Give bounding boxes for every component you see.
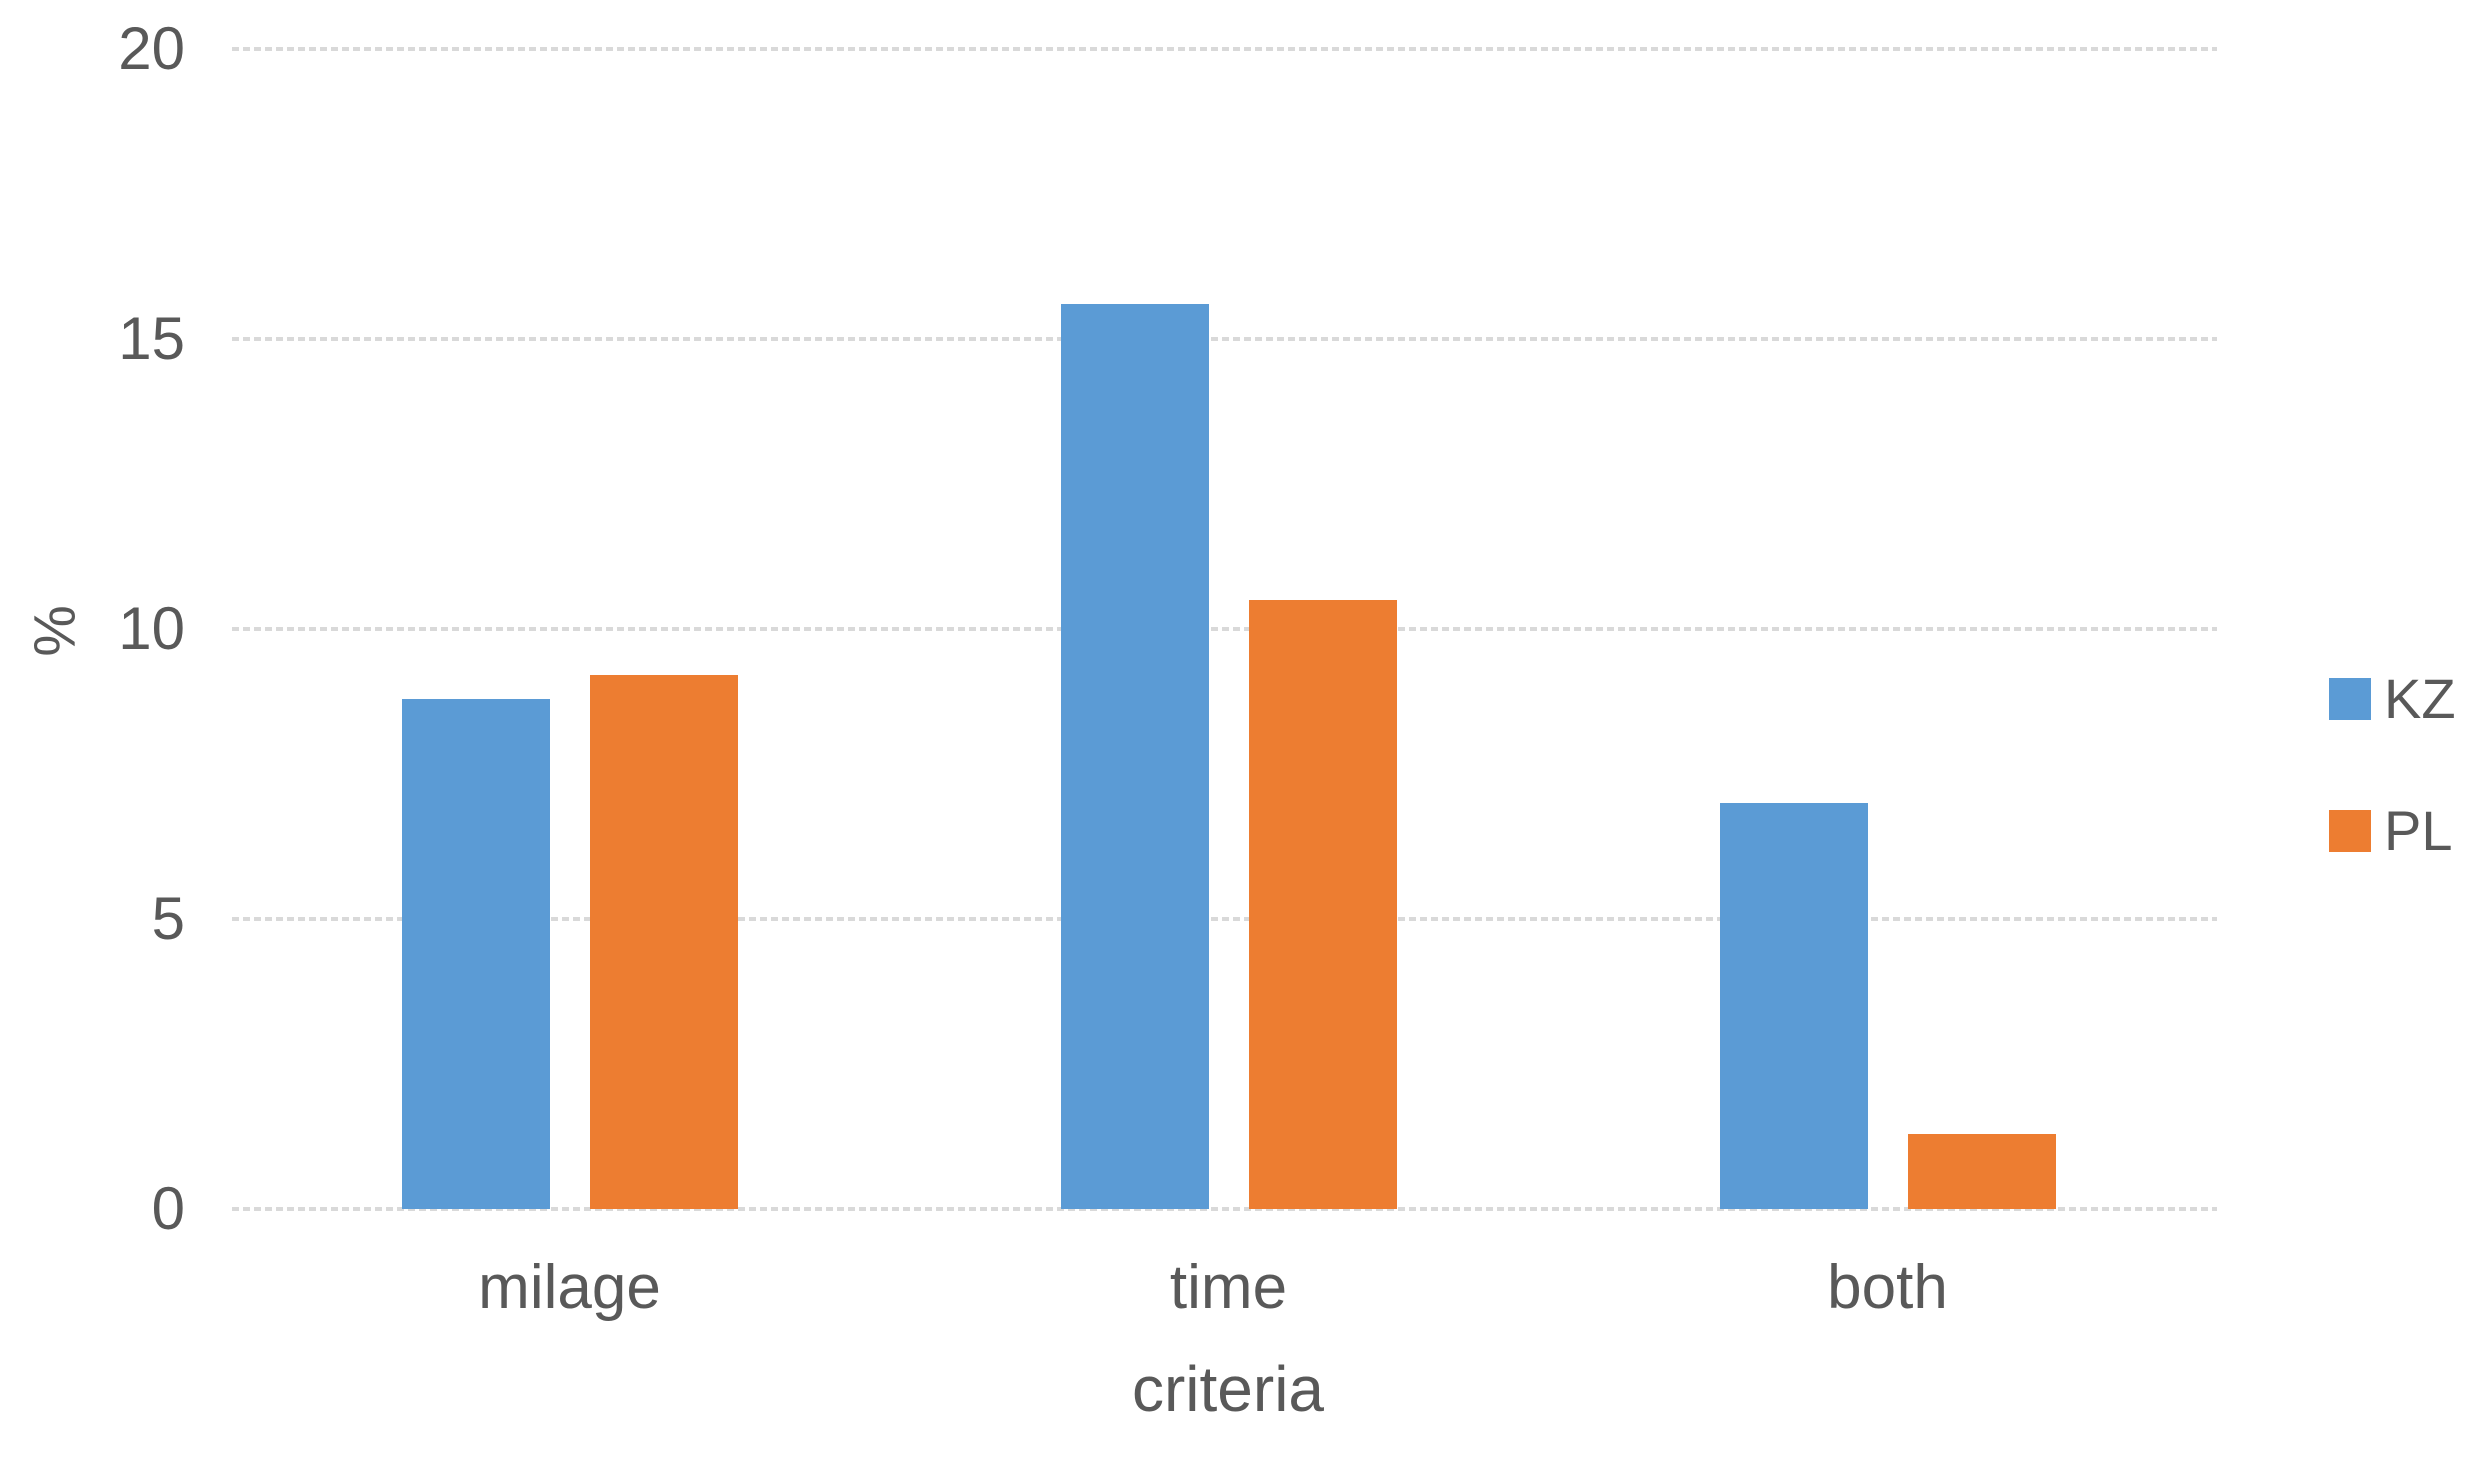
bar-pl-milage: [589, 675, 738, 1209]
bar-pl-time: [1248, 600, 1397, 1209]
gridline: [232, 47, 2217, 51]
y-tick-label: 20: [118, 15, 185, 82]
y-axis-title: %: [22, 605, 88, 657]
x-category-label-both: both: [1827, 1253, 1948, 1322]
bar-kz-both: [1719, 803, 1868, 1209]
gridline: [232, 337, 2217, 341]
legend-label-kz: KZ: [2384, 667, 2456, 730]
x-category-label-time: time: [1169, 1253, 1288, 1322]
legend-item-pl: PL: [2329, 803, 2456, 859]
x-axis-title: criteria: [1131, 1353, 1325, 1425]
legend-swatch-pl: [2329, 810, 2371, 852]
y-tick-label: 10: [118, 595, 185, 662]
y-tick-label: 5: [151, 885, 185, 952]
gridline: [232, 627, 2217, 631]
legend-item-kz: KZ: [2329, 671, 2456, 727]
legend: KZ PL: [2329, 671, 2456, 935]
y-tick-label: 0: [151, 1175, 185, 1242]
x-category-label-milage: milage: [478, 1253, 661, 1322]
legend-swatch-kz: [2329, 678, 2371, 720]
y-tick-label: 15: [118, 305, 185, 372]
legend-label-pl: PL: [2384, 799, 2453, 862]
bar-pl-both: [1907, 1133, 2056, 1209]
bar-kz-milage: [401, 698, 550, 1209]
bar-kz-time: [1060, 304, 1209, 1209]
